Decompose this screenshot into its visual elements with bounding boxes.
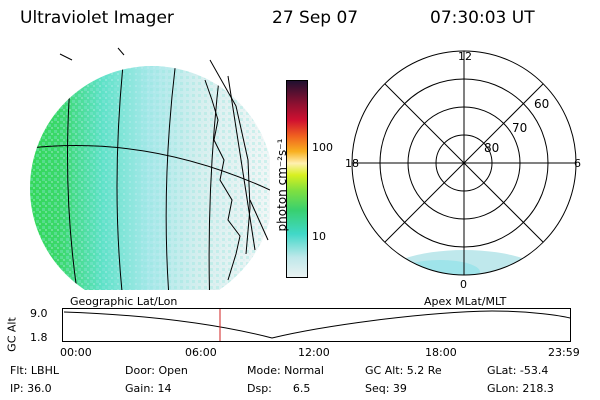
info-mode: Mode: Normal bbox=[247, 364, 324, 377]
info-door: Door: Open bbox=[125, 364, 188, 377]
colorbar bbox=[286, 80, 308, 278]
altitude-timeline bbox=[62, 308, 571, 342]
timeline-xtick-1200: 12:00 bbox=[298, 346, 330, 359]
apex-label: Apex MLat/MLT bbox=[424, 295, 507, 308]
timeline-ytick-max: 9.0 bbox=[30, 307, 48, 320]
geographic-image-panel bbox=[30, 47, 270, 290]
time-label: 07:30:03 UT bbox=[430, 8, 535, 28]
aurora-disk bbox=[30, 66, 270, 290]
timeline-axis-title: GC Alt bbox=[5, 317, 19, 352]
coastline bbox=[204, 79, 241, 281]
mlt-label-6: 6 bbox=[574, 157, 581, 170]
lat-label-60: 60 bbox=[534, 97, 549, 111]
info-gain: Gain: 14 bbox=[125, 382, 172, 395]
date-label: 27 Sep 07 bbox=[272, 8, 359, 28]
timeline-xtick-2359: 23:59 bbox=[548, 346, 580, 359]
mlt-label-18: 18 bbox=[345, 157, 359, 170]
altitude-curve bbox=[63, 310, 571, 339]
timeline-xtick-1800: 18:00 bbox=[425, 346, 457, 359]
colorbar-tick-100: 100 bbox=[312, 141, 333, 154]
info-gc-alt: GC Alt: 5.2 Re bbox=[365, 364, 442, 377]
info-filter: Flt: LBHL bbox=[10, 364, 59, 377]
info-seq: Seq: 39 bbox=[365, 382, 407, 395]
timeline-xtick-0000: 00:00 bbox=[60, 346, 92, 359]
timeline-xtick-0600: 06:00 bbox=[185, 346, 217, 359]
mlt-label-0: 0 bbox=[460, 278, 467, 291]
lat-label-80: 80 bbox=[484, 141, 499, 155]
info-glat: GLat: -53.4 bbox=[487, 364, 549, 377]
colorbar-unit-label: photon cm⁻²s⁻¹ bbox=[275, 138, 289, 232]
timeline-ytick-min: 1.8 bbox=[30, 331, 48, 344]
info-ip: IP: 36.0 bbox=[10, 382, 52, 395]
polar-plot: 12 18 6 0 60 70 80 bbox=[345, 50, 581, 291]
lat-label-70: 70 bbox=[512, 121, 527, 135]
app-title: Ultraviolet Imager bbox=[20, 8, 174, 28]
colorbar-tick-10: 10 bbox=[312, 230, 326, 243]
geographic-label: Geographic Lat/Lon bbox=[70, 295, 178, 308]
info-dsp: Dsp: 6.5 bbox=[247, 382, 311, 395]
polar-grid bbox=[351, 50, 577, 276]
mlt-label-12: 12 bbox=[458, 50, 472, 63]
info-glon: GLon: 218.3 bbox=[487, 382, 554, 395]
